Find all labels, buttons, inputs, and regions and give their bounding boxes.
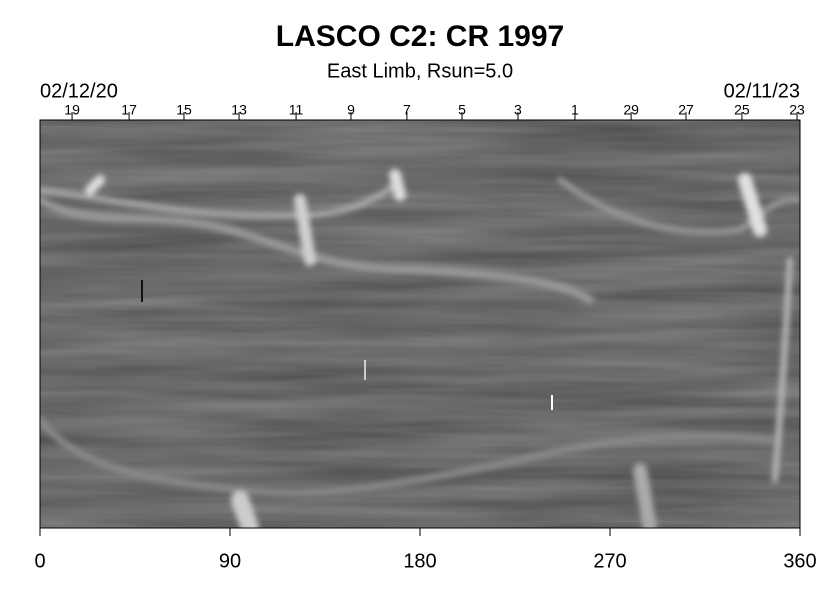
x-tick-label: 90: [219, 550, 241, 572]
top-tick-label: 17: [121, 102, 137, 118]
top-tick-label: 23: [789, 102, 805, 118]
start-date: 02/12/20: [40, 80, 118, 102]
synoptic-map: [40, 120, 800, 528]
chart-subtitle: East Limb, Rsun=5.0: [327, 60, 513, 82]
top-tick-label: 1: [571, 102, 579, 118]
end-date: 02/11/23: [724, 80, 800, 102]
top-tick-label: 5: [458, 102, 466, 118]
top-tick-label: 19: [64, 102, 80, 118]
top-tick-label: 3: [514, 102, 522, 118]
top-tick-label: 9: [347, 102, 355, 118]
top-tick-label: 15: [176, 102, 192, 118]
x-tick-label: 180: [403, 550, 436, 572]
x-tick-label: 270: [593, 550, 626, 572]
top-tick-label: 25: [734, 102, 750, 118]
x-tick-label: 0: [34, 550, 45, 572]
top-tick-label: 11: [289, 102, 304, 118]
top-tick-label: 13: [231, 102, 247, 118]
top-tick-label: 7: [403, 102, 411, 118]
top-tick-label: 27: [678, 102, 694, 118]
top-tick-label: 29: [623, 102, 639, 118]
x-tick-label: 360: [783, 550, 816, 572]
chart-title: LASCO C2: CR 1997: [276, 20, 564, 53]
